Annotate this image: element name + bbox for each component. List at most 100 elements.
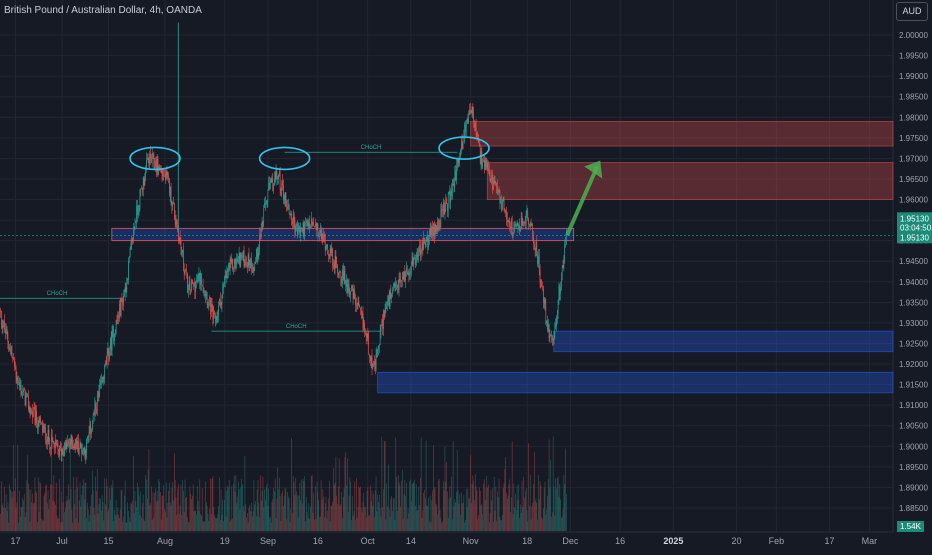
candle-body xyxy=(266,202,267,204)
volume-bar xyxy=(368,487,369,531)
volume-bar xyxy=(429,521,430,531)
demand-zone xyxy=(554,331,893,352)
candle-body xyxy=(191,280,192,291)
volume-bar xyxy=(73,477,74,531)
candle-body xyxy=(66,443,67,449)
candle-body xyxy=(563,265,564,268)
volume-bar xyxy=(471,503,472,531)
volume-bar xyxy=(156,502,157,531)
currency-button[interactable]: AUD xyxy=(896,2,928,21)
volume-bar xyxy=(13,445,14,531)
candle-body xyxy=(284,200,285,201)
volume-bar xyxy=(328,498,329,531)
candle-body xyxy=(208,304,209,305)
candle-body xyxy=(302,229,303,231)
volume-bar xyxy=(254,480,255,531)
volume-bar xyxy=(72,523,73,531)
candle-body xyxy=(360,308,361,310)
candle-body xyxy=(454,184,455,186)
candle-body xyxy=(314,226,315,227)
candle-body xyxy=(489,170,490,172)
volume-bar xyxy=(343,497,344,531)
time-tick-label: Jul xyxy=(56,536,68,546)
volume-bar xyxy=(320,517,321,531)
volume-bar xyxy=(83,479,84,531)
volume-bar xyxy=(38,477,39,531)
volume-bar xyxy=(564,484,565,531)
volume-bar xyxy=(436,504,437,531)
candle-body xyxy=(40,421,41,424)
candle-body xyxy=(21,385,22,394)
volume-bar xyxy=(546,509,547,531)
candle-body xyxy=(483,160,484,162)
candle-body xyxy=(387,301,388,305)
candle-body xyxy=(338,273,339,276)
candle-body xyxy=(407,268,408,274)
volume-bar xyxy=(390,499,391,531)
candle-body xyxy=(44,427,45,428)
candle-body xyxy=(299,227,300,229)
choch-label: CHoCH xyxy=(361,145,382,151)
volume-bar xyxy=(277,499,278,531)
candle-body xyxy=(247,265,248,267)
candle-body xyxy=(371,356,372,361)
candle-body xyxy=(482,151,483,167)
volume-bar xyxy=(470,455,471,531)
candle-body xyxy=(103,377,104,379)
volume-bar xyxy=(198,501,199,531)
candle-body xyxy=(497,186,498,194)
candle-body xyxy=(368,334,369,339)
candle-body xyxy=(275,178,276,179)
candle-body xyxy=(426,239,427,245)
volume-bar xyxy=(206,502,207,531)
candle-body xyxy=(23,390,24,392)
volume-bar xyxy=(251,503,252,531)
candle-body xyxy=(113,329,114,332)
volume-bar xyxy=(257,490,258,531)
volume-bar xyxy=(420,478,421,531)
candle-body xyxy=(541,284,542,286)
volume-bar xyxy=(214,515,215,531)
candle-body xyxy=(153,154,154,155)
candle-body xyxy=(555,324,556,334)
volume-bar xyxy=(336,496,337,531)
candle-body xyxy=(381,325,382,331)
volume-bar xyxy=(233,484,234,531)
candle-body xyxy=(236,258,237,265)
candle-body xyxy=(486,160,487,167)
volume-bar xyxy=(290,522,291,531)
volume-bar xyxy=(155,488,156,531)
candle-body xyxy=(527,211,528,219)
volume-bar xyxy=(14,491,15,531)
volume-bar xyxy=(261,501,262,531)
candle-body xyxy=(308,223,309,226)
candle-body xyxy=(398,284,399,289)
candle-body xyxy=(133,230,134,242)
volume-bar xyxy=(245,504,246,531)
time-tick-label: 17 xyxy=(825,536,835,546)
volume-bar xyxy=(57,516,58,531)
candle-body xyxy=(430,228,431,231)
volume-bar xyxy=(204,521,205,531)
volume-bar xyxy=(299,496,300,531)
volume-bar xyxy=(518,484,519,531)
candle-body xyxy=(132,238,133,242)
candle-body xyxy=(540,269,541,283)
candle-body xyxy=(359,302,360,306)
candle-body xyxy=(118,316,119,318)
candle-body xyxy=(123,296,124,306)
candle-body xyxy=(333,265,334,267)
candle-body xyxy=(515,224,516,227)
candle-body xyxy=(402,277,403,280)
volume-bar xyxy=(119,518,120,531)
candle-body xyxy=(460,150,461,156)
volume-bar xyxy=(453,441,454,531)
volume-bar xyxy=(474,500,475,531)
candle-body xyxy=(60,446,61,448)
candle-body xyxy=(98,396,99,397)
candle-body xyxy=(68,441,69,444)
candle-body xyxy=(170,187,171,195)
volume-bar xyxy=(9,484,10,531)
